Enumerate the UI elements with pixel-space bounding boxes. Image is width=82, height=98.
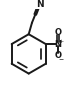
Text: O: O bbox=[55, 51, 62, 60]
Text: N: N bbox=[55, 40, 62, 49]
Text: −: − bbox=[58, 56, 63, 61]
Text: O: O bbox=[55, 28, 62, 37]
Text: N: N bbox=[36, 0, 44, 9]
Text: +: + bbox=[58, 39, 63, 44]
